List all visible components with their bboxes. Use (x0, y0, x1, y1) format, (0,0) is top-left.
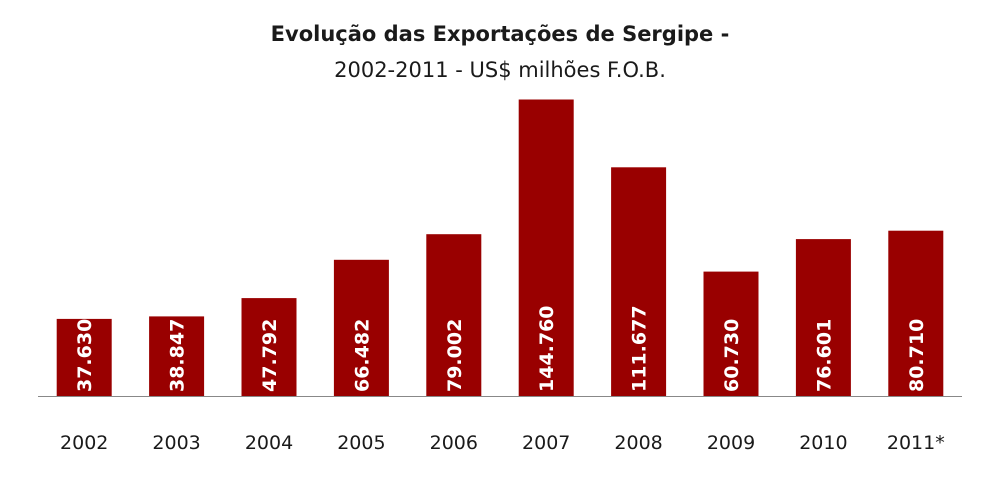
data-label: 79.002 (444, 319, 466, 392)
x-tick-label: 2011* (887, 432, 945, 454)
bar-2011 (888, 230, 944, 396)
data-label: 76.601 (813, 319, 835, 392)
x-tick-label: 2006 (430, 432, 478, 454)
bar-2010 (795, 239, 851, 396)
data-label: 60.730 (721, 319, 743, 392)
x-tick-label: 2003 (152, 432, 200, 454)
x-tick-label: 2007 (522, 432, 570, 454)
bar-2004 (241, 298, 297, 396)
data-label: 111.677 (629, 305, 651, 392)
data-label: 80.710 (906, 319, 928, 392)
bar-2006 (426, 234, 482, 396)
bar-2002 (56, 318, 112, 396)
bar-2005 (333, 259, 389, 396)
x-tick-label: 2005 (337, 432, 385, 454)
chart-title: Evolução das Exportações de Sergipe - (270, 22, 730, 46)
data-label: 37.630 (74, 319, 96, 392)
bar-2008 (611, 167, 667, 396)
data-label: 144.760 (536, 305, 558, 392)
data-label: 66.482 (351, 319, 373, 392)
bar-2007 (518, 99, 574, 396)
x-tick-label: 2010 (799, 432, 847, 454)
bar-2009 (703, 271, 759, 396)
x-tick-labels: 2002 2003 2004 2005 2006 2007 2008 2009 2010 2011… (60, 432, 945, 454)
bar-2003 (149, 316, 205, 396)
data-label: 38.847 (167, 319, 189, 392)
x-tick-label: 2009 (707, 432, 755, 454)
x-tick-label: 2008 (614, 432, 662, 454)
bars-layer: 37.630 38.847 47.792 66.482 79.002 144.760 111… (56, 99, 944, 396)
data-label: 47.792 (259, 319, 281, 392)
x-tick-label: 2004 (245, 432, 293, 454)
x-tick-label: 2002 (60, 432, 108, 454)
chart-subtitle: 2002-2011 - US$ milhões F.O.B. (334, 58, 666, 82)
